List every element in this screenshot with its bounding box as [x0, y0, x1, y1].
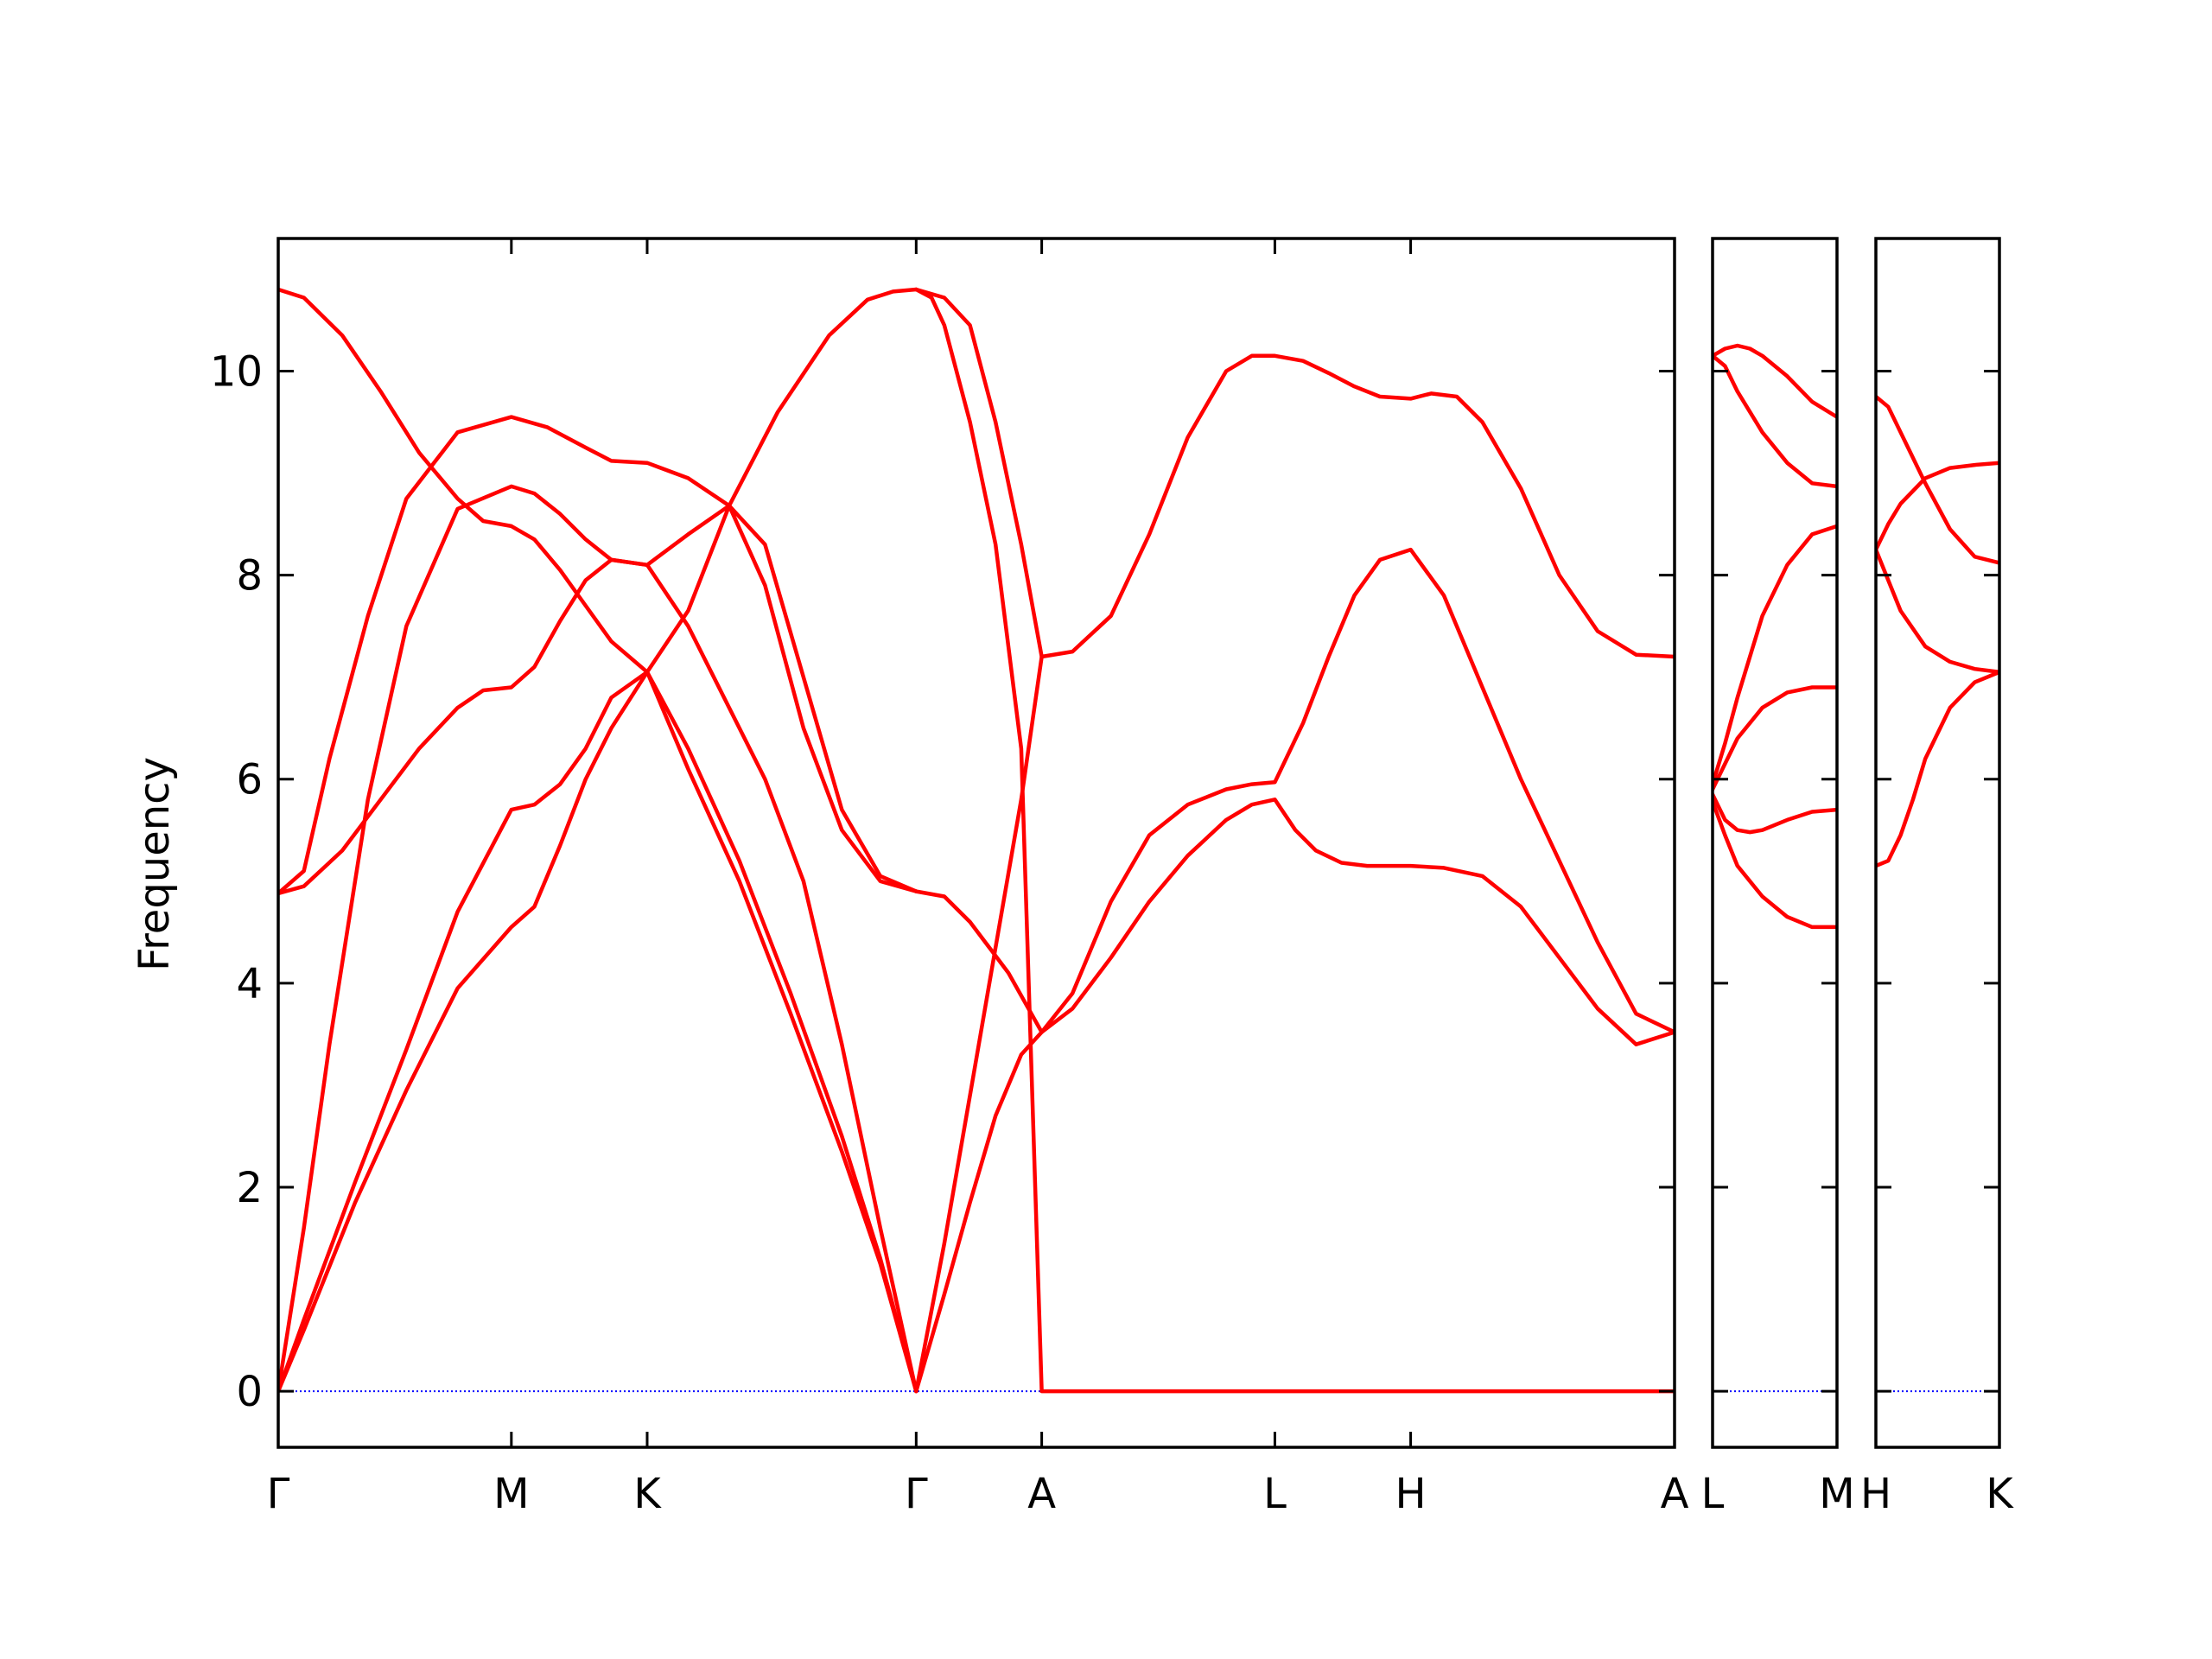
band-line-3 [1713, 685, 1837, 791]
band-line-10 [914, 287, 1675, 659]
x-tick-label: M [1819, 1470, 1854, 1518]
panel-frame [1874, 237, 2001, 1449]
x-tick-label: K [1986, 1470, 2014, 1518]
x-tick-label: M [493, 1470, 529, 1518]
x-tick-label: K [633, 1470, 662, 1518]
x-tick-label: H [1395, 1470, 1427, 1518]
series-group [1713, 343, 1837, 930]
y-axis-label: Frequency [130, 757, 179, 971]
band-line-1 [278, 670, 918, 1394]
band-line-9 [914, 287, 1675, 1394]
band-line-8 [914, 547, 1675, 1034]
band-line-1 [1876, 670, 1999, 868]
band-line-6 [278, 287, 918, 675]
band-line-2 [1876, 547, 1999, 675]
y-tick-label: 0 [236, 1368, 263, 1416]
band-line-3 [278, 557, 918, 1394]
series-group [1876, 394, 1999, 868]
x-tick-label: A [1027, 1470, 1056, 1518]
band-line-4 [1876, 394, 1999, 565]
y-tick-label: 10 [210, 347, 263, 396]
band-line-3 [1876, 461, 1999, 552]
x-tick-label: H [1860, 1470, 1891, 1518]
x-tick-label: L [1701, 1470, 1725, 1518]
band-line-2 [1713, 792, 1837, 835]
band-line-4 [278, 484, 918, 1394]
x-tick-label: Γ [905, 1470, 928, 1518]
series-group [278, 287, 1675, 1394]
band-line-5 [1713, 353, 1837, 489]
band-line-6 [1713, 343, 1837, 419]
band-line-5 [278, 415, 918, 896]
y-tick-label: 4 [236, 960, 263, 1008]
band-line-1 [1713, 799, 1837, 930]
x-tick-label: Γ [267, 1470, 290, 1518]
panel-frame [1711, 237, 1839, 1449]
x-tick-label: L [1263, 1470, 1287, 1518]
panel-frame [276, 237, 1676, 1449]
y-tick-label: 6 [236, 756, 263, 804]
x-tick-label: A [1661, 1470, 1689, 1518]
band-line-11 [914, 654, 1044, 1394]
band-line-7 [914, 798, 1675, 1394]
panel-1: Γ M K Γ A L H A 0 2 4 6 8 10 [210, 237, 1689, 1518]
y-tick-label: 8 [236, 552, 263, 601]
band-line-4 [1713, 524, 1837, 786]
band-line-2 [278, 670, 918, 1394]
y-tick-label: 2 [236, 1164, 263, 1212]
